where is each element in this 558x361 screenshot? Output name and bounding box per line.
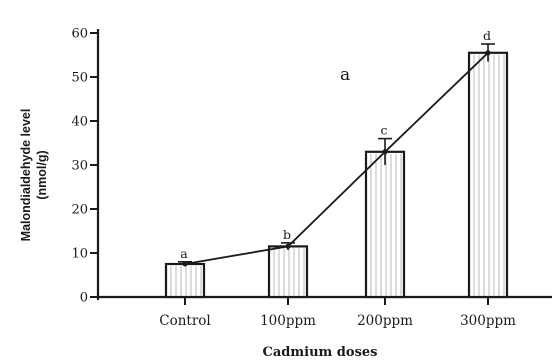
bar: [164, 262, 206, 299]
x-tick-label: 200ppm: [357, 313, 413, 329]
y-tick-label: 10: [71, 247, 88, 262]
y-axis-title-line-2: (nmol/g): [35, 150, 49, 199]
x-axis: Control 100ppm 200ppm 300ppm: [98, 295, 552, 329]
y-tick-label: 20: [71, 203, 88, 218]
x-tick-label: 100ppm: [260, 313, 316, 329]
panel-label: a: [340, 65, 350, 85]
y-tick-label: 50: [71, 71, 88, 86]
y-axis: 0 10 20 30 40 50 60: [71, 27, 100, 306]
x-tick-label: Control: [159, 313, 210, 329]
y-tick-label: 60: [71, 27, 88, 42]
bar: [267, 245, 309, 299]
significance-letter: d: [483, 28, 491, 43]
x-axis-title: Cadmium doses: [263, 345, 378, 360]
data-point: [382, 149, 388, 155]
error-bars: [178, 43, 495, 267]
bars: [164, 51, 509, 299]
significance-letters: a b c d: [180, 28, 491, 261]
y-tick-label: 0: [80, 291, 88, 306]
trend-line: [182, 50, 491, 267]
bar-300ppm: [467, 51, 509, 299]
data-point: [485, 50, 491, 56]
y-axis-title-line-1: Malondialdehyde level: [19, 109, 33, 242]
bar-100ppm: [267, 245, 309, 299]
significance-letter: b: [283, 227, 291, 242]
data-point: [285, 243, 291, 249]
y-tick-label: 30: [71, 159, 88, 174]
bar-control: [164, 262, 206, 299]
x-tick-label: 300ppm: [460, 313, 516, 329]
bar: [467, 51, 509, 299]
y-axis-title: Malondialdehyde level (nmol/g): [19, 109, 49, 242]
bar-200ppm: [364, 150, 406, 299]
significance-letter: c: [380, 123, 387, 138]
bar: [364, 150, 406, 299]
trend-polyline: [184, 52, 489, 265]
significance-letter: a: [180, 246, 188, 261]
data-point: [182, 261, 188, 267]
y-tick-label: 40: [71, 115, 88, 130]
